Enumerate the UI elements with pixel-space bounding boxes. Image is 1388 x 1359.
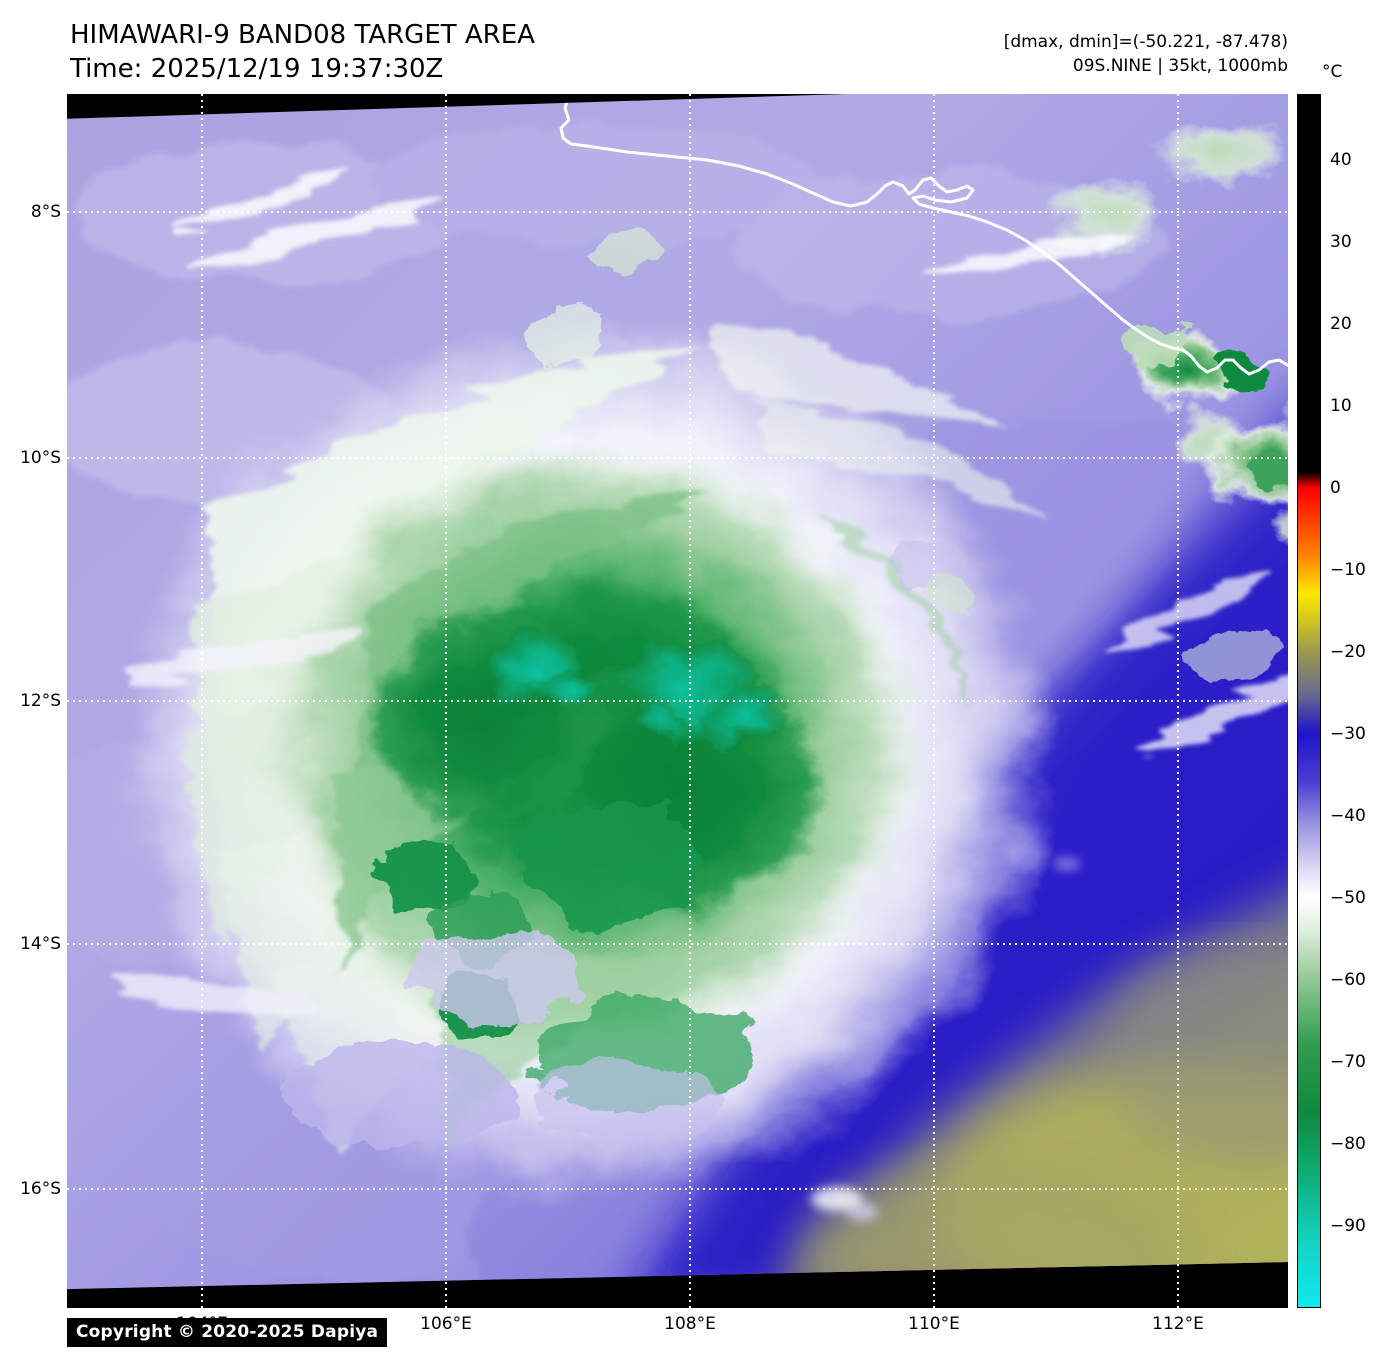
- colorbar-tick-20: 20: [1330, 313, 1352, 334]
- ytick-label-8s: 8°S: [30, 202, 61, 222]
- storm-info-text: 09S.NINE | 35kt, 1000mb: [1072, 56, 1288, 76]
- xtick-label-106e: 106°E: [420, 1314, 472, 1334]
- colorbar-gradient: [1298, 95, 1320, 1307]
- colorbar-tick-30: 30: [1330, 231, 1352, 252]
- colorbar-tick-neg40: −40: [1330, 805, 1366, 826]
- colorbar-tick-neg10: −10: [1330, 559, 1366, 580]
- xtick-label-108e: 108°E: [664, 1314, 716, 1334]
- colorbar-tick-neg90: −90: [1330, 1215, 1366, 1236]
- imagery-group: [67, 94, 1288, 1290]
- ytick-label-10s: 10°S: [20, 448, 61, 468]
- colorbar-tick-10: 10: [1330, 395, 1352, 416]
- page-title: HIMAWARI-9 BAND08 TARGET AREA Time: 2025…: [70, 18, 535, 86]
- metadata-block: [dmax, dmin]=(-50.221, -87.478) 09S.NINE…: [1004, 30, 1288, 78]
- coastline: [559, 94, 1288, 376]
- data-range-text: [dmax, dmin]=(-50.221, -87.478): [1003, 32, 1288, 52]
- title-text: HIMAWARI-9 BAND08 TARGET AREA: [70, 20, 535, 50]
- coldest-overshoot-tops: [479, 632, 791, 746]
- cloud-gaps: [277, 538, 967, 1149]
- colorbar-tick-neg20: −20: [1330, 641, 1366, 662]
- colorbar-unit-label: °C: [1322, 62, 1343, 82]
- colorbar-tick-neg70: −70: [1330, 1051, 1366, 1072]
- satellite-map[interactable]: [67, 94, 1288, 1308]
- colorbar-tick-neg80: −80: [1330, 1133, 1366, 1154]
- convective-cells: [523, 120, 1288, 678]
- colorbar-tick-0: 0: [1330, 477, 1341, 498]
- colorbar-tick-neg30: −30: [1330, 723, 1366, 744]
- time-text: Time: 2025/12/19 19:37:30Z: [70, 54, 444, 84]
- cirrus-streaks: [103, 172, 1288, 1017]
- ytick-label-14s: 14°S: [20, 934, 61, 954]
- ytick-label-16s: 16°S: [20, 1179, 61, 1199]
- colorbar-tick-neg50: −50: [1330, 887, 1366, 908]
- copyright-watermark: Copyright © 2020-2025 Dapiya: [67, 1318, 388, 1347]
- colorbar: [1297, 94, 1321, 1308]
- xtick-label-112e: 112°E: [1152, 1314, 1204, 1334]
- colorbar-tick-40: 40: [1330, 149, 1352, 170]
- colorbar-tick-neg60: −60: [1330, 969, 1366, 990]
- ytick-label-12s: 12°S: [20, 691, 61, 711]
- satellite-imagery-svg: [67, 94, 1288, 1308]
- xtick-label-110e: 110°E: [908, 1314, 960, 1334]
